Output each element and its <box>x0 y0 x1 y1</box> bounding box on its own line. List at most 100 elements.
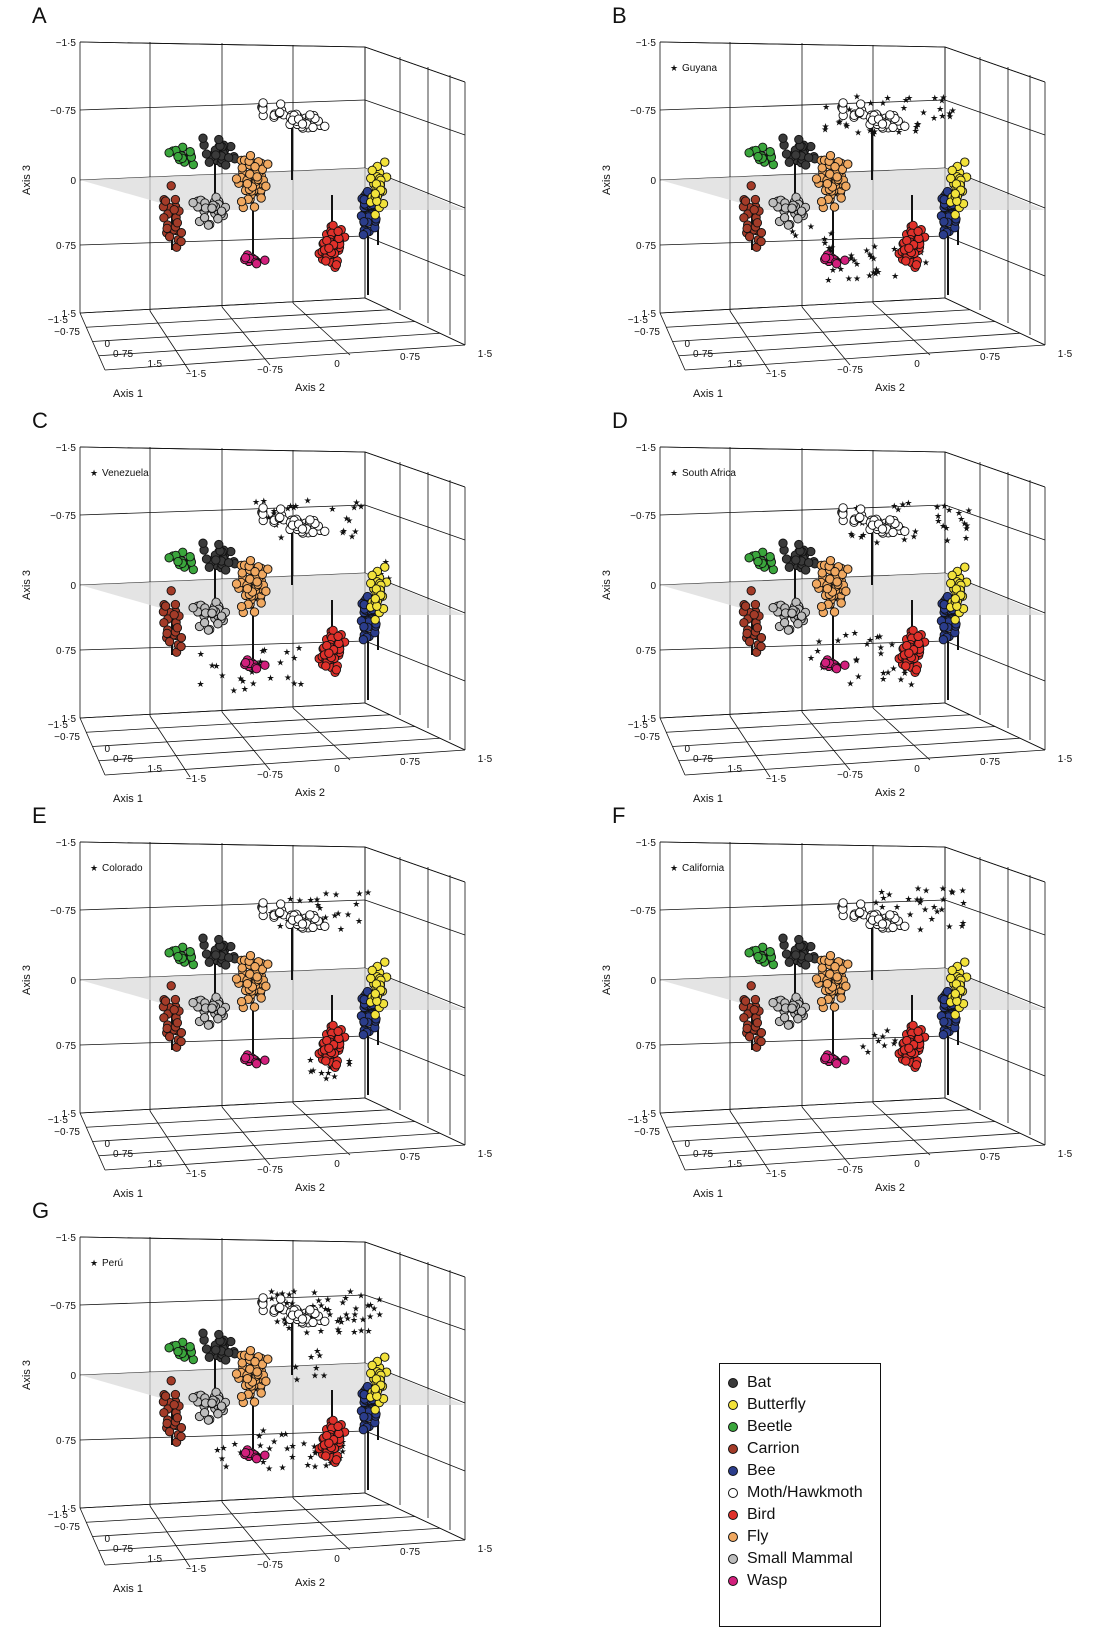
axis3-tick: 1·5 <box>62 309 77 320</box>
point-wasp <box>251 259 262 269</box>
site-star: ★ <box>904 499 912 509</box>
site-star: ★ <box>310 1289 318 1299</box>
site-star: ★ <box>936 105 944 115</box>
point-carrion <box>162 1023 172 1034</box>
site-star: ★ <box>842 121 850 131</box>
point-moth-hawkmoth <box>275 1302 285 1313</box>
point-wasp <box>260 660 270 670</box>
point-carrion <box>756 236 766 247</box>
zero-plane <box>80 1363 465 1405</box>
panel-f: F −1·5 −0·75 0 0·75 1·5 Axis 3 −1·5 −0·75 0 0·75 1·… <box>590 805 1093 1201</box>
grid-line <box>659 640 946 651</box>
grid-line <box>364 504 466 541</box>
point-moth-hawkmoth <box>877 524 888 534</box>
point-bat <box>791 950 801 960</box>
grid-line <box>98 1132 441 1157</box>
grid-line <box>666 1109 971 1128</box>
point-bat <box>794 934 804 945</box>
point-small-mammal <box>199 617 210 628</box>
point-carrion <box>172 623 183 633</box>
site-star: ★ <box>311 1462 319 1472</box>
site-star: ★ <box>219 1444 227 1454</box>
site-star: ★ <box>283 648 291 658</box>
point-butterfly <box>371 1374 381 1384</box>
site-star: ★ <box>905 94 913 104</box>
point-fly <box>252 1367 262 1377</box>
point-moth-hawkmoth <box>305 910 315 920</box>
site-star: ★ <box>276 922 284 932</box>
point-small-mammal <box>188 1393 198 1403</box>
point-carrion <box>752 218 763 228</box>
site-star: ★ <box>824 276 832 286</box>
point-moth-hawkmoth <box>856 99 866 109</box>
panel-a: A −1·5 −0·75 0 0·75 1·5 Axis 3 −1·5 −0·75 0 0·75 1·… <box>10 5 530 401</box>
point-bird <box>322 1430 332 1441</box>
point-moth-hawkmoth <box>885 110 895 120</box>
point-small-mammal <box>213 1409 223 1419</box>
site-star: ★ <box>343 514 351 524</box>
point-beetle <box>744 553 754 563</box>
grid-line <box>729 310 771 373</box>
point-bird <box>333 226 343 237</box>
site-star: ★ <box>325 1306 333 1316</box>
site-star: ★ <box>907 680 915 690</box>
site-star: ★ <box>891 1037 899 1047</box>
point-bird <box>901 256 911 266</box>
grid-line <box>92 726 416 747</box>
point-carrion <box>750 599 761 610</box>
site-star: ★ <box>231 1440 239 1450</box>
point-butterfly <box>371 979 381 989</box>
point-bird <box>911 260 922 270</box>
point-carrion <box>742 628 752 639</box>
point-small-mammal <box>216 1401 227 1411</box>
site-star: ★ <box>893 903 901 913</box>
site-star: ★ <box>270 507 278 517</box>
site-star: ★ <box>342 1311 350 1321</box>
site-star: ★ <box>938 97 946 107</box>
point-small-mammal <box>207 608 217 618</box>
point-carrion <box>742 223 752 234</box>
point-fly <box>231 1369 242 1379</box>
site-star: ★ <box>307 1453 315 1463</box>
point-beetle <box>744 948 754 958</box>
point-fly <box>250 567 260 577</box>
point-carrion <box>749 1005 759 1015</box>
legend-entry: Bee <box>728 1460 880 1482</box>
site-star: ★ <box>843 122 851 132</box>
point-fly <box>811 579 822 589</box>
point-wasp <box>840 1055 850 1065</box>
point-moth-hawkmoth <box>888 122 898 133</box>
point-carrion <box>162 628 172 639</box>
site-star: ★ <box>963 524 971 534</box>
axis3-tick: 0 <box>650 581 656 592</box>
grid-line <box>79 640 366 651</box>
point-small-mammal <box>188 998 198 1008</box>
axis2-tick: 0·75 <box>980 757 1000 768</box>
point-small-mammal <box>203 1020 214 1030</box>
site-star: ★ <box>933 503 941 513</box>
site-star: ★ <box>267 1288 275 1298</box>
axis1-tick: −0·75 <box>54 1522 80 1533</box>
point-bird <box>322 640 332 651</box>
point-bird <box>321 1056 331 1066</box>
site-star: ★ <box>879 675 887 685</box>
axis1-tick: 0 <box>684 1139 690 1150</box>
grid-line <box>79 1236 366 1243</box>
site-star: ★ <box>880 1042 888 1052</box>
axis1-tick: 0·75 <box>693 349 713 360</box>
site-star: ★ <box>364 889 372 899</box>
point-butterfly <box>960 562 970 572</box>
point-fly <box>242 584 253 594</box>
axis3-tick: 1·5 <box>62 1504 77 1515</box>
site-star: ★ <box>871 1031 879 1041</box>
point-fly <box>825 950 836 961</box>
point-bat <box>784 157 794 167</box>
grid-line <box>79 899 366 911</box>
site-star: ★ <box>285 1324 293 1334</box>
point-carrion <box>176 228 187 238</box>
point-fly <box>816 601 827 612</box>
grid-line <box>149 1110 191 1173</box>
site-star: ★ <box>916 926 924 936</box>
